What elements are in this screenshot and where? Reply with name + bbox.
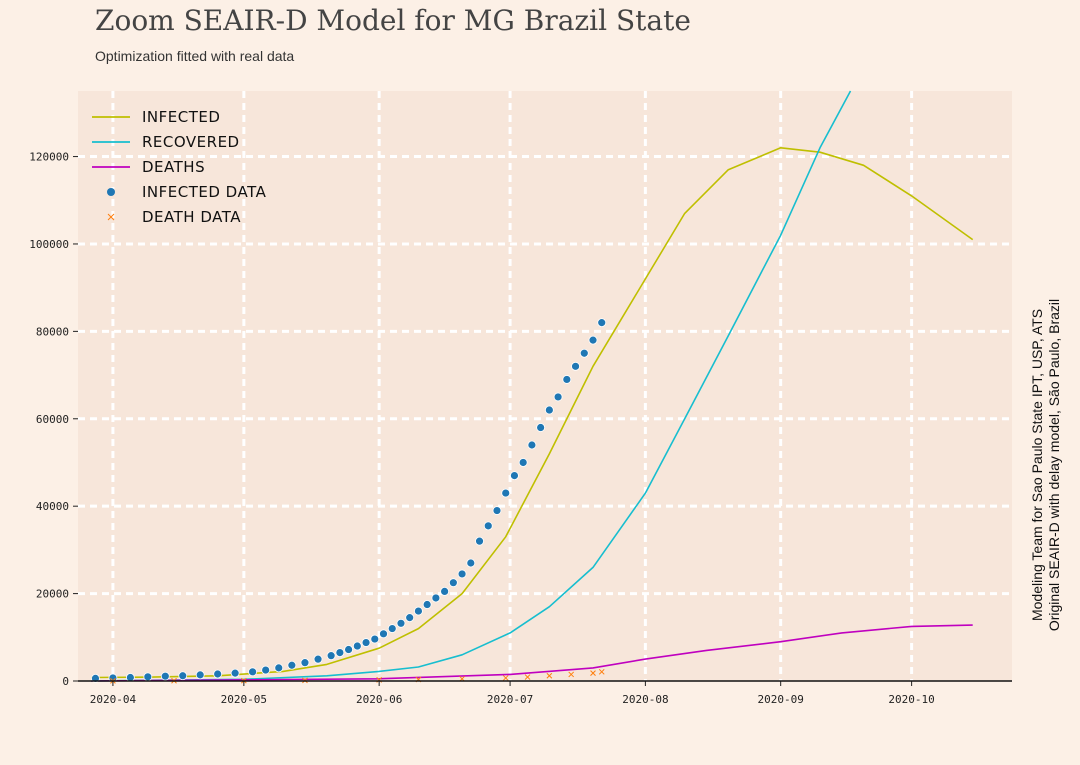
chart-svg: 2020-04 2020-05 2020-06 2020-07 2020-08 2020-… (29, 90, 1012, 706)
plot-background (78, 91, 1012, 681)
death-data-point (524, 674, 531, 680)
x-tick-label: 2020-08 (622, 693, 668, 706)
infected-data-point (379, 629, 388, 639)
y-tick-label: 100000 (29, 238, 69, 251)
y-tick-label: 40000 (36, 500, 69, 513)
infected-data-point (475, 536, 484, 546)
infected-data-point (510, 471, 519, 480)
legend-label: DEATHS (142, 158, 205, 176)
infected-data-point (492, 506, 502, 515)
infected-data-point (518, 458, 528, 467)
infected-data-point (466, 558, 476, 568)
infected-data-point (396, 618, 406, 628)
infected-data-point (448, 578, 458, 588)
infected-data-point (588, 335, 598, 345)
series-lines (91, 90, 974, 682)
series-line-deaths (91, 624, 973, 682)
chart-title: Zoom SEAIR-D Model for MG Brazil State (95, 4, 691, 37)
legend-item: INFECTED (92, 108, 220, 126)
death-data-point-stroke (546, 672, 553, 679)
death-data-point (598, 668, 605, 675)
death-data-point (502, 675, 509, 681)
infected-data-point (405, 613, 415, 623)
infected-data-point (274, 663, 284, 673)
infected-data-point (370, 634, 380, 644)
infected-data-point (352, 641, 362, 651)
x-tick-label: 2020-06 (356, 693, 402, 706)
infected-data-point (361, 638, 371, 647)
death-data-point (546, 672, 553, 679)
y-tick-label: 20000 (36, 588, 69, 601)
x-tick-label: 2020-10 (888, 693, 934, 706)
infected-data-point (230, 668, 240, 678)
infected-data-point (422, 600, 432, 609)
infected-data-point (248, 667, 257, 677)
infected-data-point (440, 587, 450, 596)
grid-lines (78, 91, 1012, 681)
legend-label: DEATH DATA (142, 208, 241, 226)
y-tick-label: 80000 (36, 325, 69, 338)
death-data-point-stroke (590, 670, 596, 676)
y-tick-label: 0 (62, 675, 69, 688)
x-tick-label: 2020-05 (221, 693, 267, 706)
infected-data-point (562, 375, 572, 384)
infected-data-point (414, 606, 423, 616)
infected-data-point (544, 405, 554, 415)
infected-data-point (579, 348, 589, 358)
infected-data-point (571, 361, 580, 371)
infected-data-point (344, 645, 353, 654)
infected-data-point (457, 569, 467, 579)
death-data-point (590, 670, 596, 676)
legend-label: INFECTED (142, 108, 220, 126)
infected-data-point (261, 665, 271, 675)
axes: 2020-04 2020-05 2020-06 2020-07 2020-08 2020-… (29, 151, 1012, 706)
infected-data-point (143, 672, 153, 682)
series-points (91, 318, 607, 684)
infected-data-point (483, 521, 493, 531)
infected-data-point (431, 593, 441, 603)
legend-swatch-dot (107, 188, 115, 196)
infected-data-point (287, 660, 297, 670)
x-tick-label: 2020-09 (758, 693, 804, 706)
infected-data-point (160, 671, 170, 681)
infected-data-point (195, 670, 205, 680)
death-data-point-stroke (502, 675, 509, 681)
series-line-recovered (91, 90, 852, 682)
x-tick-label: 2020-04 (90, 693, 137, 706)
infected-data-point (536, 423, 546, 432)
infected-data-point (313, 654, 323, 664)
legend-label: RECOVERED (142, 133, 240, 151)
death-data-point-stroke (568, 671, 575, 678)
death-data-point-stroke (524, 674, 531, 680)
infected-data-point (597, 318, 607, 328)
infected-data-point (553, 392, 563, 402)
infected-data-point (326, 651, 336, 661)
legend-item: DEATHS (92, 158, 205, 176)
infected-data-point (300, 658, 310, 668)
series-line-infected (91, 147, 974, 679)
death-data-point (568, 671, 575, 678)
legend-item: DEATH DATA (107, 208, 241, 226)
infected-data-point (501, 488, 511, 498)
legend-item: INFECTED DATA (107, 183, 267, 201)
legend-item: RECOVERED (92, 133, 240, 151)
infected-data-point (335, 648, 345, 657)
infected-data-point (527, 440, 537, 450)
chart-subtitle: Optimization fitted with real data (95, 48, 295, 64)
legend-label: INFECTED DATA (142, 183, 267, 201)
y-tick-label: 120000 (29, 151, 69, 164)
infected-data-point (178, 671, 188, 681)
infected-data-point (213, 669, 223, 679)
y-tick-label: 60000 (36, 413, 69, 426)
legend: INFECTED RECOVERED DEATHS INFECTED DATA DEAT… (92, 108, 267, 226)
x-tick-label: 2020-07 (487, 693, 533, 706)
infected-data-point (387, 624, 397, 633)
death-data-point-stroke (598, 668, 605, 675)
legend-swatch-x (107, 213, 115, 221)
